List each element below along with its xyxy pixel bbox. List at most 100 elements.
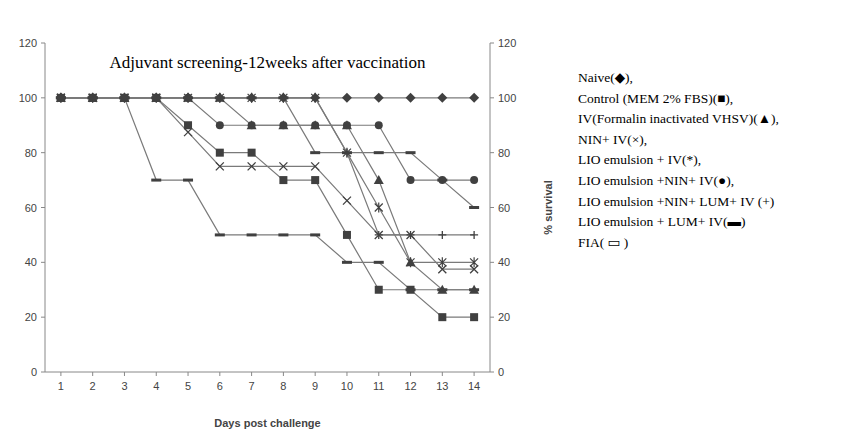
marker (343, 149, 351, 157)
y2-tick-label: 120 (498, 37, 516, 49)
marker (89, 94, 97, 102)
marker (184, 128, 192, 136)
y2-tick (490, 317, 494, 318)
marker (56, 93, 66, 102)
x-tick-label: 10 (341, 380, 353, 392)
marker (279, 121, 287, 129)
y-tick-label: 0 (31, 366, 37, 378)
marker (183, 96, 193, 99)
marker (184, 94, 192, 102)
marker (216, 93, 224, 103)
x-tick (124, 372, 125, 376)
y2-tick-label: 20 (498, 311, 510, 323)
marker (279, 162, 287, 170)
y2-axis-label: % survival (542, 180, 554, 234)
marker (152, 94, 160, 102)
x-tick-label: 13 (436, 380, 448, 392)
marker (407, 257, 415, 267)
y2-tick (490, 262, 494, 263)
marker (248, 121, 256, 129)
x-axis-label: Days post challenge (214, 417, 320, 429)
marker (183, 93, 193, 103)
marker (469, 288, 479, 291)
marker (438, 313, 446, 321)
marker (310, 120, 320, 129)
series-line (61, 98, 474, 317)
marker (407, 286, 415, 294)
marker (470, 313, 478, 321)
marker (248, 93, 256, 103)
y-tick (41, 97, 45, 98)
y-tick (41, 43, 45, 44)
marker (57, 94, 65, 102)
marker (152, 93, 160, 103)
marker (470, 231, 478, 239)
series-line (61, 98, 474, 263)
x-tick (92, 372, 93, 376)
y2-tick (490, 97, 494, 98)
legend-label: NIN+ IV(×), (578, 132, 647, 147)
marker (247, 96, 257, 99)
marker (88, 96, 98, 99)
marker (89, 94, 97, 102)
marker (342, 261, 352, 264)
marker (184, 93, 192, 103)
x-tick (410, 372, 411, 376)
marker (184, 121, 192, 129)
marker (279, 94, 287, 102)
x-tick-label: 1 (58, 380, 64, 392)
chart: Adjuvant screening-12weeks after vaccina… (0, 0, 843, 441)
marker (152, 94, 160, 102)
marker (184, 94, 192, 102)
marker (310, 151, 320, 154)
y-tick-label: 80 (25, 147, 37, 159)
legend-label: LIO emulsion + LUM+ IV(▬) (578, 214, 745, 229)
series-line (61, 98, 474, 208)
marker (374, 93, 384, 103)
y2-tick (490, 152, 494, 153)
marker (342, 120, 352, 129)
marker (374, 175, 384, 184)
marker (152, 94, 160, 102)
marker (88, 93, 98, 102)
marker (407, 231, 415, 239)
marker (120, 94, 128, 102)
marker (469, 285, 479, 294)
x-tick (219, 372, 220, 376)
y-tick-label: 120 (19, 37, 37, 49)
marker (278, 96, 288, 99)
legend-label: FIA( ▭ ) (578, 235, 628, 250)
marker (183, 179, 193, 182)
marker (470, 176, 478, 184)
legend-label: Naive(◆), (578, 70, 633, 85)
x-axis (45, 372, 490, 373)
marker (119, 93, 129, 102)
x-tick-label: 9 (312, 380, 318, 392)
marker (215, 96, 225, 99)
marker (216, 162, 224, 170)
marker (375, 203, 383, 213)
marker (89, 94, 97, 102)
marker (311, 162, 319, 170)
marker (469, 206, 479, 209)
x-tick (474, 372, 475, 376)
marker (311, 94, 319, 102)
marker (119, 96, 129, 99)
marker (406, 257, 416, 266)
x-tick-label: 3 (121, 380, 127, 392)
marker (342, 93, 352, 103)
marker (248, 162, 256, 170)
series-line (61, 98, 474, 235)
marker (216, 121, 224, 129)
legend-label: LIO emulsion + IV(*), (578, 152, 701, 167)
marker (247, 120, 257, 129)
marker (278, 93, 288, 103)
marker (57, 93, 65, 103)
plot-area (56, 93, 479, 321)
marker (407, 231, 415, 239)
y2-tick (490, 372, 494, 373)
y2-tick-label: 0 (498, 366, 504, 378)
background (0, 0, 843, 441)
marker (151, 93, 161, 103)
legend-label: IV(Formalin inactivated VHSV)(▲), (578, 111, 779, 126)
